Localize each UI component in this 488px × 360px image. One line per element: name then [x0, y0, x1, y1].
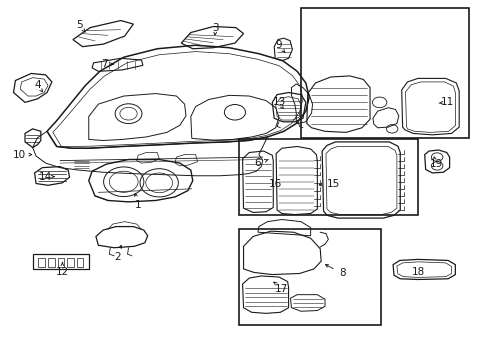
- Text: 6: 6: [254, 158, 261, 168]
- Text: 9: 9: [275, 40, 282, 50]
- Text: 14: 14: [39, 172, 52, 182]
- Text: 8: 8: [339, 269, 346, 279]
- Text: 18: 18: [410, 267, 424, 278]
- Text: 17: 17: [275, 284, 288, 294]
- Text: 15: 15: [326, 179, 339, 189]
- Text: 1: 1: [135, 200, 141, 210]
- Text: 16: 16: [268, 179, 282, 189]
- Text: 4: 4: [34, 80, 41, 90]
- Text: 13: 13: [272, 98, 285, 107]
- Text: 2: 2: [114, 252, 121, 262]
- Text: 5: 5: [76, 20, 82, 30]
- Text: 3: 3: [212, 23, 219, 33]
- Text: 7: 7: [101, 59, 108, 69]
- Text: 10: 10: [13, 150, 26, 159]
- Text: 11: 11: [440, 98, 453, 107]
- Text: 19: 19: [428, 159, 442, 169]
- Text: 12: 12: [56, 267, 69, 277]
